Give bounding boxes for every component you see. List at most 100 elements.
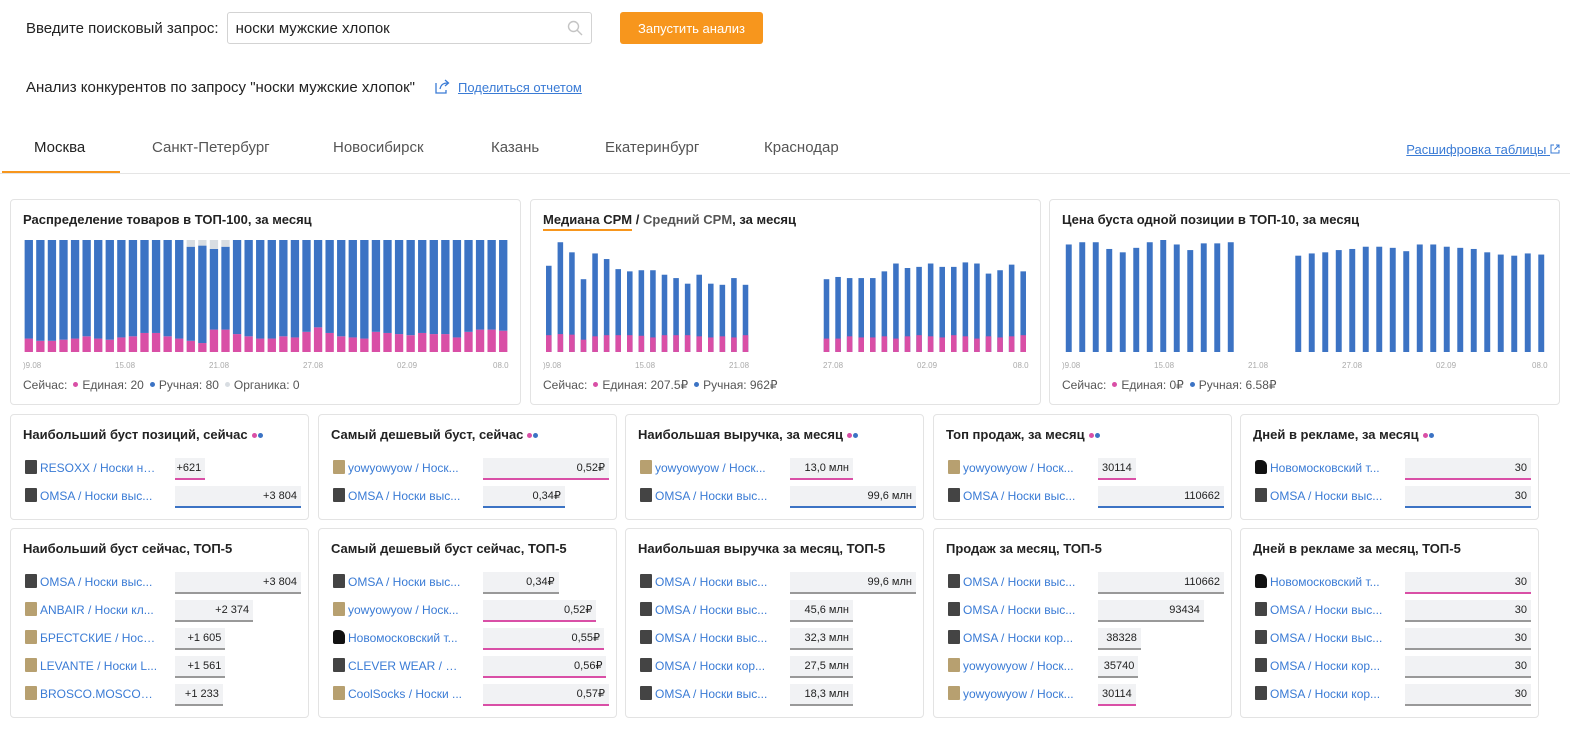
product-thumbnail[interactable] bbox=[640, 630, 652, 644]
cpm-bar-unified-3 bbox=[580, 339, 587, 352]
product-thumbnail[interactable] bbox=[640, 460, 652, 474]
product-thumbnail[interactable] bbox=[25, 574, 37, 588]
product-link[interactable]: OMSA / Носки выс... bbox=[655, 603, 768, 617]
product-thumbnail[interactable] bbox=[1255, 602, 1267, 616]
tab-krasnodar[interactable]: Краснодар bbox=[764, 139, 839, 156]
product-link[interactable]: OMSA / Носки выс... bbox=[655, 575, 768, 589]
boost-bar-17 bbox=[1295, 255, 1302, 352]
product-link[interactable]: OMSA / Носки выс... bbox=[348, 489, 461, 503]
product-thumbnail[interactable] bbox=[25, 630, 37, 644]
product-thumbnail[interactable] bbox=[333, 602, 345, 616]
product-link[interactable]: OMSA / Носки выс... bbox=[963, 575, 1076, 589]
legend-unified: Единая: 207.5₽ bbox=[602, 378, 689, 392]
product-thumbnail[interactable] bbox=[948, 602, 960, 616]
product-link[interactable]: yowyowyow / Носк... bbox=[348, 461, 459, 475]
share-icon[interactable] bbox=[433, 78, 451, 96]
product-link[interactable]: RESOXX / Носки на... bbox=[40, 461, 158, 475]
dist-bar-Ручная-31 bbox=[383, 240, 392, 333]
boost-price-chart: )9.08 15.08 21.08 27.08 02.09 08.0( bbox=[1062, 240, 1548, 370]
product-thumbnail[interactable] bbox=[25, 488, 37, 502]
product-link[interactable]: yowyowyow / Носк... bbox=[963, 659, 1074, 673]
product-thumbnail[interactable] bbox=[640, 574, 652, 588]
product-link[interactable]: БРЕСТСКИЕ / Носк... bbox=[40, 631, 158, 645]
tab-novosibirsk[interactable]: Новосибирск bbox=[333, 139, 424, 156]
boost-bar-18 bbox=[1308, 253, 1315, 352]
share-report-link[interactable]: Поделиться отчетом bbox=[458, 79, 582, 95]
value-bar: 110662 bbox=[1098, 486, 1224, 508]
product-thumbnail[interactable] bbox=[948, 460, 960, 474]
product-thumbnail[interactable] bbox=[1255, 630, 1267, 644]
product-thumbnail[interactable] bbox=[333, 574, 345, 588]
product-link[interactable]: OMSA / Носки выс... bbox=[348, 575, 461, 589]
product-thumbnail[interactable] bbox=[1255, 460, 1267, 474]
product-link[interactable]: OMSA / Носки выс... bbox=[40, 489, 153, 503]
product-link[interactable]: OMSA / Носки выс... bbox=[1270, 489, 1383, 503]
product-link[interactable]: CLEVER WEAR / Но... bbox=[348, 659, 466, 673]
product-link[interactable]: OMSA / Носки кор... bbox=[1270, 659, 1381, 673]
product-link[interactable]: Новомосковский т... bbox=[1270, 575, 1380, 589]
product-link[interactable]: yowyowyow / Носк... bbox=[963, 461, 1074, 475]
product-thumbnail[interactable] bbox=[948, 686, 960, 700]
run-analysis-button[interactable]: Запустить анализ bbox=[620, 12, 763, 44]
product-link[interactable]: OMSA / Носки выс... bbox=[655, 631, 768, 645]
product-thumbnail[interactable] bbox=[948, 574, 960, 588]
product-thumbnail[interactable] bbox=[333, 488, 345, 502]
cpm-bar-manual-11 bbox=[673, 278, 679, 352]
product-thumbnail[interactable] bbox=[640, 658, 652, 672]
tab-kazan[interactable]: Казань bbox=[491, 139, 540, 156]
product-link[interactable]: yowyowyow / Носк... bbox=[348, 603, 459, 617]
product-thumbnail[interactable] bbox=[640, 686, 652, 700]
product-thumbnail[interactable] bbox=[25, 460, 37, 474]
product-link[interactable]: LEVANTE / Носки L... bbox=[40, 659, 158, 673]
cpm-median-toggle[interactable]: Медиана CPM bbox=[543, 212, 633, 231]
product-link[interactable]: yowyowyow / Носк... bbox=[655, 461, 766, 475]
product-link[interactable]: OMSA / Носки выс... bbox=[963, 489, 1076, 503]
product-link[interactable]: yowyowyow / Носк... bbox=[963, 687, 1074, 701]
product-link[interactable]: CoolSocks / Носки ... bbox=[348, 687, 462, 701]
product-link[interactable]: OMSA / Носки выс... bbox=[655, 687, 768, 701]
tab-moscow[interactable]: Москва bbox=[34, 139, 86, 156]
product-thumbnail[interactable] bbox=[333, 686, 345, 700]
product-link[interactable]: OMSA / Носки выс... bbox=[963, 603, 1076, 617]
cpm-title: Медиана CPM / Средний CPM, за месяц bbox=[543, 212, 796, 231]
product-thumbnail[interactable] bbox=[948, 488, 960, 502]
product-thumbnail[interactable] bbox=[25, 686, 37, 700]
product-thumbnail[interactable] bbox=[333, 658, 345, 672]
product-thumbnail[interactable] bbox=[640, 488, 652, 502]
product-link[interactable]: OMSA / Носки выс... bbox=[655, 489, 768, 503]
product-link[interactable]: OMSA / Носки кор... bbox=[963, 631, 1074, 645]
product-thumbnail[interactable] bbox=[333, 630, 345, 644]
product-link[interactable]: Новомосковский т... bbox=[348, 631, 458, 645]
product-link[interactable]: BROSCO.MOSCOW ... bbox=[40, 687, 158, 701]
search-box[interactable] bbox=[226, 12, 592, 44]
product-thumbnail[interactable] bbox=[1255, 574, 1267, 588]
decode-table-link[interactable]: Расшифровка таблицы bbox=[1406, 142, 1560, 157]
product-thumbnail[interactable] bbox=[948, 658, 960, 672]
product-thumbnail[interactable] bbox=[25, 658, 37, 672]
product-thumbnail[interactable] bbox=[640, 602, 652, 616]
search-icon[interactable] bbox=[567, 20, 583, 36]
product-thumbnail[interactable] bbox=[1255, 658, 1267, 672]
dist-bar-Единая-25 bbox=[313, 327, 323, 352]
product-link[interactable]: Новомосковский т... bbox=[1270, 461, 1380, 475]
cpm-average-toggle[interactable]: Средний CPM bbox=[643, 212, 733, 227]
dist-bar-Единая-28 bbox=[348, 337, 357, 352]
boost-bar-31 bbox=[1484, 252, 1491, 352]
product-link[interactable]: OMSA / Носки выс... bbox=[1270, 603, 1383, 617]
product-link[interactable]: OMSA / Носки кор... bbox=[655, 659, 766, 673]
product-link[interactable]: OMSA / Носки выс... bbox=[1270, 631, 1383, 645]
dist-bar-Ручная-5 bbox=[82, 240, 91, 337]
product-thumbnail[interactable] bbox=[948, 630, 960, 644]
product-thumbnail[interactable] bbox=[1255, 686, 1267, 700]
product-thumbnail[interactable] bbox=[1255, 488, 1267, 502]
product-thumbnail[interactable] bbox=[25, 602, 37, 616]
product-link[interactable]: OMSA / Носки кор... bbox=[1270, 687, 1381, 701]
product-link[interactable]: ANBAIR / Носки кл... bbox=[40, 603, 154, 617]
dist-bar-Ручная-12 bbox=[163, 240, 172, 337]
tab-ekaterinburg[interactable]: Екатеринбург bbox=[605, 139, 700, 156]
product-thumbnail[interactable] bbox=[333, 460, 345, 474]
tab-spb[interactable]: Санкт-Петербург bbox=[152, 139, 270, 156]
product-link[interactable]: OMSA / Носки выс... bbox=[40, 575, 153, 589]
dist-bar-Единая-10 bbox=[140, 332, 149, 352]
search-input[interactable] bbox=[235, 19, 583, 37]
